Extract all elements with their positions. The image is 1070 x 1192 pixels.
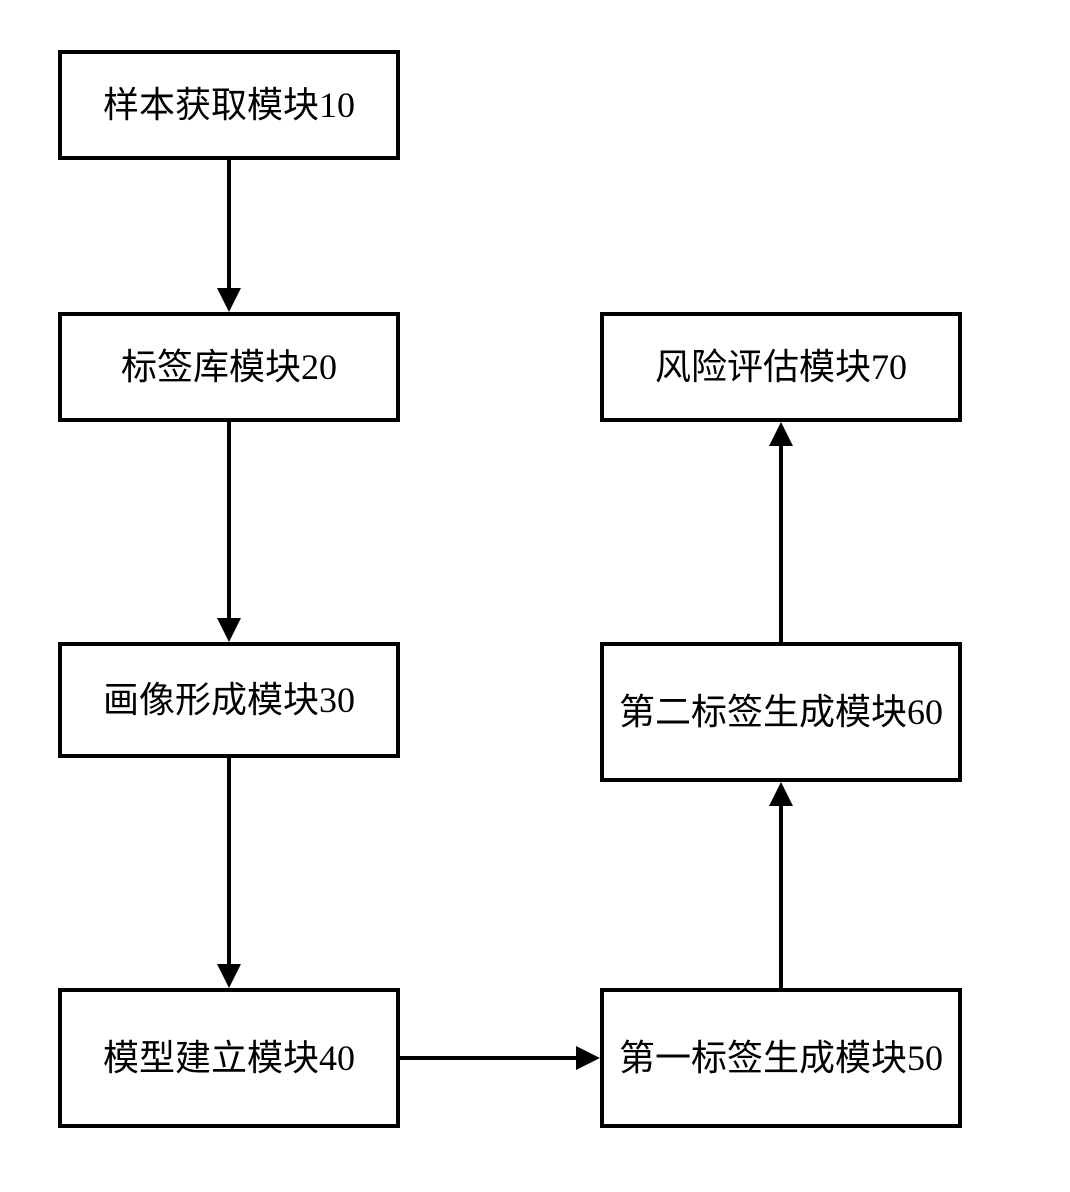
- node-label: 模型建立模块40: [103, 1035, 355, 1082]
- node-risk-assessment: 风险评估模块70: [600, 312, 962, 422]
- node-second-tag-generation: 第二标签生成模块60: [600, 642, 962, 782]
- node-label: 第一标签生成模块50: [619, 1035, 943, 1082]
- node-label: 风险评估模块70: [655, 344, 907, 391]
- node-tag-library: 标签库模块20: [58, 312, 400, 422]
- node-first-tag-generation: 第一标签生成模块50: [600, 988, 962, 1128]
- node-sample-acquisition: 样本获取模块10: [58, 50, 400, 160]
- node-model-establishment: 模型建立模块40: [58, 988, 400, 1128]
- node-label: 样本获取模块10: [103, 82, 355, 129]
- node-label: 第二标签生成模块60: [619, 689, 943, 736]
- node-profile-formation: 画像形成模块30: [58, 642, 400, 758]
- flowchart-diagram: 样本获取模块10 标签库模块20 画像形成模块30 模型建立模块40 第一标签生…: [0, 0, 1070, 1192]
- node-label: 标签库模块20: [121, 344, 337, 391]
- node-label: 画像形成模块30: [103, 677, 355, 724]
